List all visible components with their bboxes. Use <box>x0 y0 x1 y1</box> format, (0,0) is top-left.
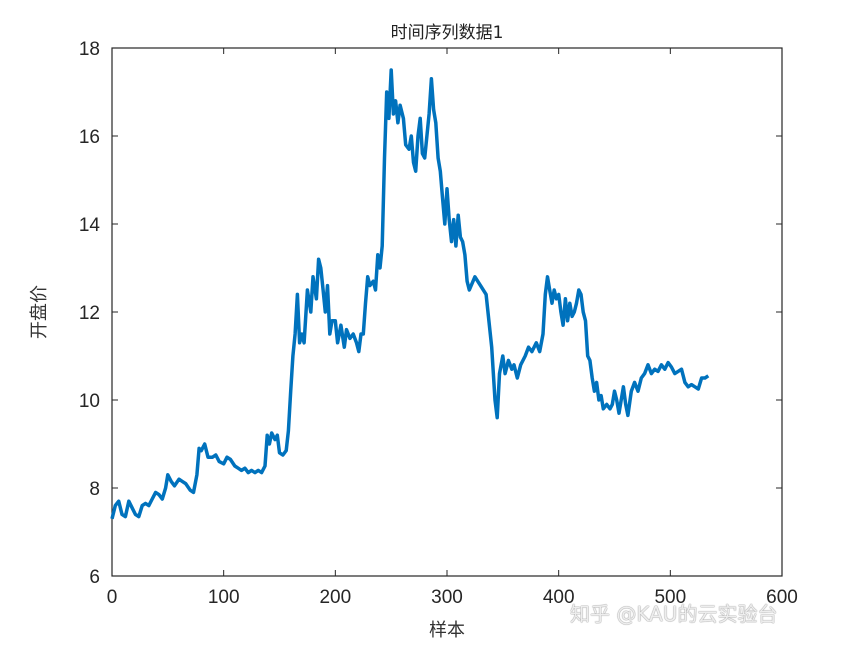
x-tick-label: 500 <box>654 587 686 608</box>
x-tick-label: 200 <box>319 587 351 608</box>
data-line <box>110 68 710 520</box>
x-tick-label: 100 <box>208 587 240 608</box>
watermark: 知乎 @KAU的云实验台 <box>570 602 778 626</box>
tick-labels: 0 100 200 300 400 500 600 6 8 10 12 14 16 18 <box>79 39 798 608</box>
x-axis-label: 样本 <box>429 620 465 641</box>
y-tick-label: 8 <box>89 479 100 500</box>
y-axis-label: 开盘价 <box>29 285 50 339</box>
y-tick-label: 18 <box>79 39 100 60</box>
y-tick-label: 6 <box>89 567 100 588</box>
y-tick-label: 14 <box>79 215 101 236</box>
y-tick-label: 16 <box>79 127 100 148</box>
axis-ticks <box>112 48 782 576</box>
x-tick-label: 300 <box>431 587 463 608</box>
y-tick-label: 12 <box>79 303 100 324</box>
chart-title: 时间序列数据1 <box>390 23 504 43</box>
x-tick-label: 400 <box>543 587 575 608</box>
x-tick-label: 0 <box>107 587 118 608</box>
x-tick-label: 600 <box>766 587 798 608</box>
y-tick-label: 10 <box>79 391 100 412</box>
plot-area <box>111 47 783 577</box>
